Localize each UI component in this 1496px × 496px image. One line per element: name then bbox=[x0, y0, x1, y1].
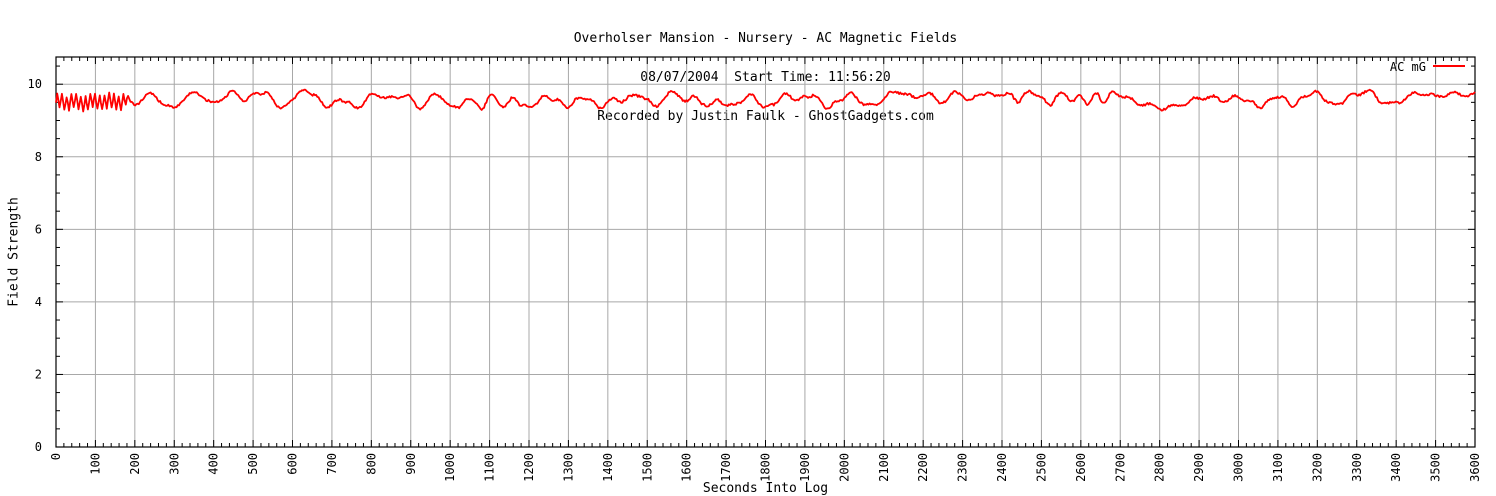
svg-text:2000: 2000 bbox=[837, 453, 851, 482]
svg-text:2900: 2900 bbox=[1192, 453, 1206, 482]
svg-text:1800: 1800 bbox=[759, 453, 773, 482]
svg-text:2100: 2100 bbox=[877, 453, 891, 482]
legend-line-sample bbox=[1433, 65, 1465, 67]
svg-text:0: 0 bbox=[35, 440, 42, 454]
axis-ticks bbox=[55, 57, 1476, 448]
svg-text:1400: 1400 bbox=[601, 453, 615, 482]
svg-text:1200: 1200 bbox=[522, 453, 536, 482]
svg-text:3300: 3300 bbox=[1350, 453, 1364, 482]
svg-text:400: 400 bbox=[207, 453, 221, 475]
svg-text:8: 8 bbox=[35, 150, 42, 164]
svg-text:3600: 3600 bbox=[1468, 453, 1482, 482]
svg-text:2500: 2500 bbox=[1034, 453, 1048, 482]
svg-text:500: 500 bbox=[246, 453, 260, 475]
svg-text:3000: 3000 bbox=[1232, 453, 1246, 482]
series-line-ac-mg bbox=[55, 88, 1476, 113]
svg-text:100: 100 bbox=[88, 453, 102, 475]
svg-text:2200: 2200 bbox=[916, 453, 930, 482]
svg-text:1600: 1600 bbox=[680, 453, 694, 482]
svg-text:6: 6 bbox=[35, 222, 42, 236]
plot-border bbox=[55, 56, 1476, 448]
svg-text:3200: 3200 bbox=[1310, 453, 1324, 482]
x-axis-label: Seconds Into Log bbox=[702, 481, 829, 496]
svg-text:4: 4 bbox=[35, 295, 42, 309]
svg-text:900: 900 bbox=[404, 453, 418, 475]
svg-text:2700: 2700 bbox=[1113, 453, 1127, 482]
svg-text:1700: 1700 bbox=[719, 453, 733, 482]
chart-title: Overholser Mansion - Nursery - AC Magnet… bbox=[573, 31, 958, 46]
svg-text:1000: 1000 bbox=[443, 453, 457, 482]
y-tick-labels: 0 2 4 6 8 10 bbox=[28, 77, 42, 454]
svg-text:1100: 1100 bbox=[483, 453, 497, 482]
svg-text:2300: 2300 bbox=[956, 453, 970, 482]
chart-title-block: Overholser Mansion - Nursery - AC Magnet… bbox=[56, 6, 1475, 149]
svg-text:700: 700 bbox=[325, 453, 339, 475]
grid-lines bbox=[56, 57, 1475, 447]
svg-text:10: 10 bbox=[28, 77, 42, 91]
svg-text:200: 200 bbox=[128, 453, 142, 475]
svg-text:600: 600 bbox=[286, 453, 300, 475]
svg-text:1500: 1500 bbox=[640, 453, 654, 482]
svg-text:0: 0 bbox=[49, 453, 63, 460]
svg-text:1300: 1300 bbox=[561, 453, 575, 482]
x-tick-labels: 0 100 200 300 400 500 600 700 800 900 1000 1100 1200… bbox=[49, 453, 1482, 482]
svg-text:3100: 3100 bbox=[1271, 453, 1285, 482]
svg-text:3400: 3400 bbox=[1389, 453, 1403, 482]
svg-text:1900: 1900 bbox=[798, 453, 812, 482]
y-axis-label: Field Strength bbox=[6, 197, 22, 307]
legend-entry-label: AC mG bbox=[1389, 60, 1426, 74]
svg-text:2400: 2400 bbox=[995, 453, 1009, 482]
svg-text:2: 2 bbox=[35, 367, 42, 381]
svg-text:800: 800 bbox=[364, 453, 378, 475]
chart-subtitle-datetime: 08/07/2004 Start Time: 11:56:20 bbox=[640, 70, 891, 85]
svg-text:2800: 2800 bbox=[1153, 453, 1167, 482]
svg-text:3500: 3500 bbox=[1429, 453, 1443, 482]
svg-text:300: 300 bbox=[167, 453, 181, 475]
svg-text:2600: 2600 bbox=[1074, 453, 1088, 482]
